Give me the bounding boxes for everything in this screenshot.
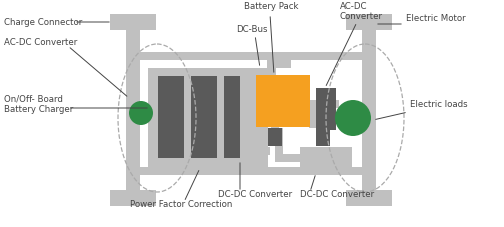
Bar [362,30,376,55]
Text: DC-DC Converter: DC-DC Converter [218,190,292,199]
Circle shape [335,100,371,136]
Bar [300,147,352,173]
Bar [126,165,140,190]
Bar [346,14,392,30]
Bar [148,68,268,168]
Text: DC-DC Converter: DC-DC Converter [300,190,374,199]
Bar [126,167,376,175]
Bar [224,76,240,158]
Text: Electric Motor: Electric Motor [406,14,466,23]
Bar [309,100,339,108]
Bar [362,52,376,168]
Text: Electric loads: Electric loads [410,100,468,109]
Bar [126,52,140,60]
Bar [267,60,291,68]
Text: Power Factor Correction: Power Factor Correction [130,200,232,209]
Text: DC-Bus: DC-Bus [236,25,268,34]
Bar [256,75,310,127]
Bar [346,190,392,206]
Bar [316,130,330,146]
Text: On/Off- Board
Battery Charger: On/Off- Board Battery Charger [4,95,73,114]
Text: AC-DC Converter: AC-DC Converter [4,38,77,47]
Text: Charge Connector: Charge Connector [4,18,82,27]
Bar [268,128,282,146]
Bar [268,60,276,76]
Bar [110,14,156,30]
Text: Battery Pack: Battery Pack [244,2,298,11]
Bar [275,128,283,156]
Bar [126,52,376,60]
Bar [191,76,217,158]
Bar [256,147,270,155]
Bar [275,154,303,162]
Bar [362,165,376,190]
Text: AC-DC
Converter: AC-DC Converter [340,2,383,21]
Bar [316,88,336,130]
Bar [126,52,140,168]
Bar [271,127,279,143]
Bar [158,76,184,158]
Circle shape [129,101,153,125]
Bar [126,30,140,55]
Bar [309,100,317,128]
Bar [110,190,156,206]
